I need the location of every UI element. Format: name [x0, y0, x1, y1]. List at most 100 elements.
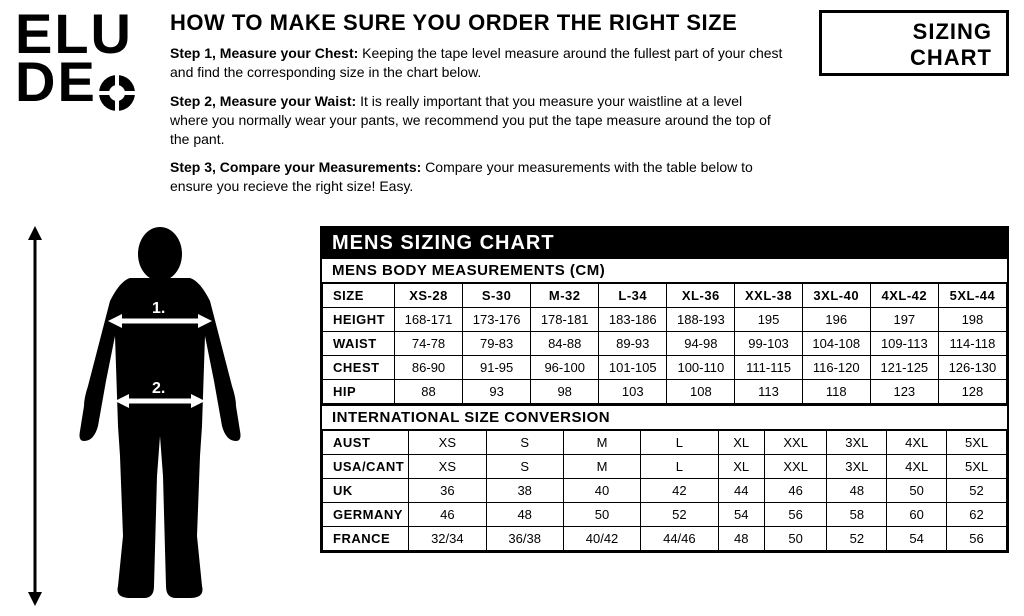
- cell: 48: [827, 479, 887, 503]
- row-label: UK: [323, 479, 409, 503]
- cell: 5XL: [947, 431, 1007, 455]
- cell: 93: [463, 380, 531, 404]
- cell: M: [563, 431, 640, 455]
- step-2: Step 2, Measure your Waist: It is really…: [170, 92, 784, 149]
- cell: 5XL: [947, 455, 1007, 479]
- cell: XL: [718, 431, 764, 455]
- sizing-chart-page: ELU DE HOW TO MAKE SURE YOU ORDER THE RI…: [0, 0, 1024, 616]
- cell: 109-113: [870, 332, 938, 356]
- cell: 56: [947, 527, 1007, 551]
- cell: S: [486, 431, 563, 455]
- cell: 50: [887, 479, 947, 503]
- cell: 52: [827, 527, 887, 551]
- col-header: L-34: [599, 284, 667, 308]
- cell: 40: [563, 479, 640, 503]
- header-row: ELU DE HOW TO MAKE SURE YOU ORDER THE RI…: [15, 10, 1009, 206]
- cell: 100-110: [667, 356, 735, 380]
- cell: 86-90: [395, 356, 463, 380]
- cell: 3XL: [827, 431, 887, 455]
- cell: 198: [938, 308, 1006, 332]
- cell: L: [641, 431, 718, 455]
- row-label: HEIGHT: [323, 308, 395, 332]
- cell: 197: [870, 308, 938, 332]
- cell: 62: [947, 503, 1007, 527]
- col-header: XS-28: [395, 284, 463, 308]
- cell: 128: [938, 380, 1006, 404]
- svg-text:1.: 1.: [152, 300, 165, 317]
- cell: 58: [827, 503, 887, 527]
- table-row: AUSTXSSMLXLXXL3XL4XL5XL: [323, 431, 1007, 455]
- col-size: SIZE: [323, 284, 395, 308]
- col-header: S-30: [463, 284, 531, 308]
- cell: 96-100: [531, 356, 599, 380]
- cell: 103: [599, 380, 667, 404]
- body-measurements-table: SIZEXS-28S-30M-32L-34XL-36XXL-383XL-404X…: [322, 283, 1007, 404]
- cell: 168-171: [395, 308, 463, 332]
- col-header: 5XL-44: [938, 284, 1006, 308]
- cell: 48: [718, 527, 764, 551]
- cell: 98: [531, 380, 599, 404]
- cell: 40/42: [563, 527, 640, 551]
- cell: 50: [563, 503, 640, 527]
- row-label: AUST: [323, 431, 409, 455]
- col-header: 4XL-42: [870, 284, 938, 308]
- sizing-chart-badge: SIZING CHART: [819, 10, 1009, 76]
- row-label: CHEST: [323, 356, 395, 380]
- cell: 56: [764, 503, 827, 527]
- table-row: UK363840424446485052: [323, 479, 1007, 503]
- cell: XS: [409, 455, 486, 479]
- row-label: USA/CANT: [323, 455, 409, 479]
- col-header: XL-36: [667, 284, 735, 308]
- cell: 44: [718, 479, 764, 503]
- cell: 60: [887, 503, 947, 527]
- logo-line2: DE: [15, 58, 155, 113]
- section1-title: MENS BODY MEASUREMENTS (CM): [322, 259, 1007, 283]
- col-header: 3XL-40: [802, 284, 870, 308]
- cell: 195: [735, 308, 802, 332]
- cell: 79-83: [463, 332, 531, 356]
- cell: 84-88: [531, 332, 599, 356]
- cell: 104-108: [802, 332, 870, 356]
- table-row: GERMANY464850525456586062: [323, 503, 1007, 527]
- col-header: M-32: [531, 284, 599, 308]
- intl-conversion-table: AUSTXSSMLXLXXL3XL4XL5XLUSA/CANTXSSMLXLXX…: [322, 430, 1007, 551]
- cell: XL: [718, 455, 764, 479]
- cell: 38: [486, 479, 563, 503]
- table-row: CHEST86-9091-9596-100101-105100-110111-1…: [323, 356, 1007, 380]
- cell: 44/46: [641, 527, 718, 551]
- cell: 52: [641, 503, 718, 527]
- cell: 123: [870, 380, 938, 404]
- cell: 32/34: [409, 527, 486, 551]
- cell: 89-93: [599, 332, 667, 356]
- brand-logo: ELU DE: [15, 10, 155, 113]
- chart-title: MENS SIZING CHART: [322, 228, 1007, 259]
- instructions-title: HOW TO MAKE SURE YOU ORDER THE RIGHT SIZ…: [170, 10, 784, 36]
- table-row: USA/CANTXSSMLXLXXL3XL4XL5XL: [323, 455, 1007, 479]
- cell: XXL: [764, 455, 827, 479]
- cell: 48: [486, 503, 563, 527]
- row-label: HIP: [323, 380, 395, 404]
- table-row: FRANCE32/3436/3840/4244/464850525456: [323, 527, 1007, 551]
- cell: 46: [764, 479, 827, 503]
- table-row: HIP889398103108113118123128: [323, 380, 1007, 404]
- cell: 126-130: [938, 356, 1006, 380]
- cell: XXL: [764, 431, 827, 455]
- cell: S: [486, 455, 563, 479]
- svg-text:2.: 2.: [152, 380, 165, 397]
- cell: 188-193: [667, 308, 735, 332]
- cell: 3XL: [827, 455, 887, 479]
- body-figure: 1. 2.: [15, 226, 295, 606]
- table-row: WAIST74-7879-8384-8889-9394-9899-103104-…: [323, 332, 1007, 356]
- cell: 173-176: [463, 308, 531, 332]
- cell: 54: [718, 503, 764, 527]
- cell: 113: [735, 380, 802, 404]
- cell: L: [641, 455, 718, 479]
- cell: 46: [409, 503, 486, 527]
- cell: 118: [802, 380, 870, 404]
- cell: 114-118: [938, 332, 1006, 356]
- cell: 88: [395, 380, 463, 404]
- height-arrow-icon: [25, 226, 45, 606]
- cell: 91-95: [463, 356, 531, 380]
- cell: 94-98: [667, 332, 735, 356]
- badge-box: SIZING CHART: [819, 10, 1009, 76]
